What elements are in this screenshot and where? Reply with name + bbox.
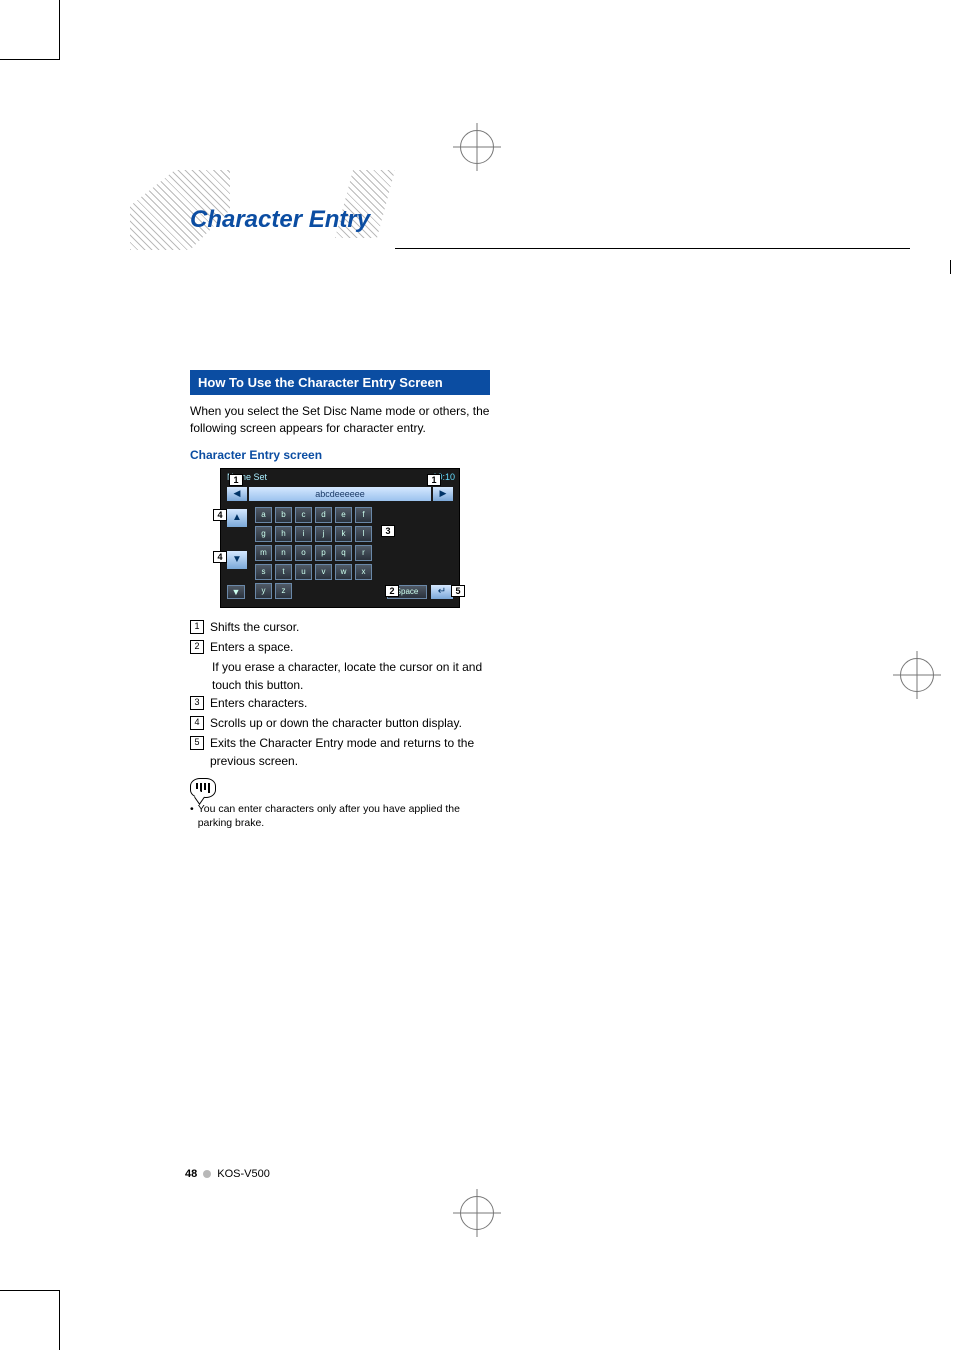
footer-page-number: 48: [185, 1168, 197, 1180]
ss-key-t: t: [275, 564, 292, 580]
ss-key-n: n: [275, 545, 292, 561]
legend-text: Shifts the cursor.: [210, 618, 490, 636]
ss-key-h: h: [275, 526, 292, 542]
crop-mark-top-left: [0, 0, 60, 60]
section-title-bar: How To Use the Character Entry Screen: [190, 370, 490, 395]
legend-number: 2: [190, 640, 204, 654]
ss-key-d: d: [315, 507, 332, 523]
callout-1a: 1: [229, 474, 243, 486]
ss-keyboard: abcdef ghijkl mnopqr stuvwx yz: [255, 507, 372, 599]
ss-key-z: z: [275, 583, 292, 599]
ss-return-key: ↵: [431, 585, 453, 599]
legend-item-1: 1 Shifts the cursor.: [190, 618, 490, 636]
note-body: You can enter characters only after you …: [198, 802, 490, 831]
heading-rule: [395, 248, 910, 249]
ss-scroll-down: ▼: [227, 551, 247, 569]
legend-number: 3: [190, 696, 204, 710]
ss-key-f: f: [355, 507, 372, 523]
callout-4a: 4: [213, 509, 227, 521]
ss-cursor-right: ▶: [433, 487, 453, 501]
ss-key-w: w: [335, 564, 352, 580]
character-entry-screenshot: Name Set 10:10 ◀ abcdeeeeee ▶ ▲ ▼ abcdef…: [220, 468, 460, 608]
page-content: Character Entry How To Use the Character…: [130, 170, 850, 831]
page-heading: Character Entry: [190, 206, 370, 234]
legend-number: 1: [190, 620, 204, 634]
legend-subtext: If you erase a character, locate the cur…: [212, 658, 490, 694]
ss-key-s: s: [255, 564, 272, 580]
footer-model: KOS-V500: [217, 1168, 270, 1180]
ss-key-l: l: [355, 526, 372, 542]
ss-key-v: v: [315, 564, 332, 580]
note-icon: [190, 778, 216, 798]
callout-4b: 4: [213, 551, 227, 563]
ss-key-g: g: [255, 526, 272, 542]
ss-key-q: q: [335, 545, 352, 561]
note-text: • You can enter characters only after yo…: [190, 802, 490, 831]
legend-text: Scrolls up or down the character button …: [210, 714, 490, 732]
callout-2: 2: [385, 585, 399, 597]
ss-key-a: a: [255, 507, 272, 523]
callout-3: 3: [381, 525, 395, 537]
legend-list: 1 Shifts the cursor. 2 Enters a space. If yo…: [190, 618, 490, 770]
callout-5: 5: [451, 585, 465, 597]
note-bullet: •: [190, 802, 194, 831]
legend-item-2: 2 Enters a space.: [190, 638, 490, 656]
ss-key-p: p: [315, 545, 332, 561]
callout-1b: 1: [427, 474, 441, 486]
ss-scroll-up: ▲: [227, 509, 247, 527]
ss-key-r: r: [355, 545, 372, 561]
ss-text-field: abcdeeeeee: [249, 487, 431, 501]
ss-key-u: u: [295, 564, 312, 580]
ss-cursor-left: ◀: [227, 487, 247, 501]
ss-bottom-left-btn: ▼: [227, 585, 245, 599]
footer-dot: [203, 1170, 211, 1178]
registration-mark-right: [900, 658, 934, 692]
legend-item-3: 3 Enters characters.: [190, 694, 490, 712]
ss-key-c: c: [295, 507, 312, 523]
heading-banner: Character Entry: [130, 170, 850, 250]
ss-key-j: j: [315, 526, 332, 542]
intro-text: When you select the Set Disc Name mode o…: [190, 403, 490, 438]
crop-mark-bottom-left: [0, 1290, 60, 1350]
registration-mark-top: [460, 130, 494, 164]
legend-text: Enters characters.: [210, 694, 490, 712]
legend-text: Exits the Character Entry mode and retur…: [210, 734, 490, 770]
ss-key-m: m: [255, 545, 272, 561]
ss-key-b: b: [275, 507, 292, 523]
ss-key-i: i: [295, 526, 312, 542]
registration-mark-bottom: [460, 1196, 494, 1230]
ss-key-x: x: [355, 564, 372, 580]
legend-number: 4: [190, 716, 204, 730]
subheading: Character Entry screen: [190, 448, 490, 462]
content-column: How To Use the Character Entry Screen Wh…: [190, 370, 490, 831]
ss-key-o: o: [295, 545, 312, 561]
legend-item-5: 5 Exits the Character Entry mode and retu…: [190, 734, 490, 770]
page-footer: 48 KOS-V500: [185, 1168, 270, 1180]
ss-key-k: k: [335, 526, 352, 542]
ss-key-e: e: [335, 507, 352, 523]
legend-item-4: 4 Scrolls up or down the character button…: [190, 714, 490, 732]
legend-text: Enters a space.: [210, 638, 490, 656]
ss-key-y: y: [255, 583, 272, 599]
legend-number: 5: [190, 736, 204, 750]
registration-partial-right: [948, 260, 954, 274]
